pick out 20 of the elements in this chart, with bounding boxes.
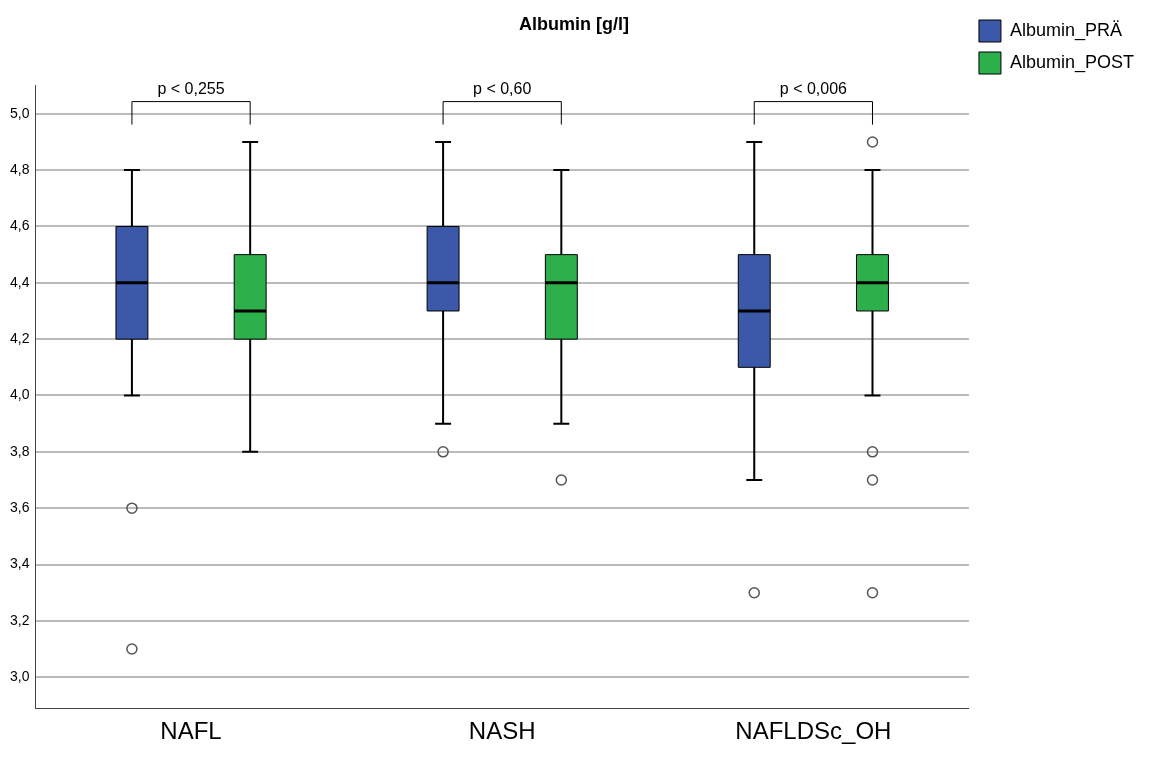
y-tick-label: 3,2 [9, 611, 30, 628]
chart-title: Albumin [g/l] [519, 13, 629, 34]
y-tick-label: 3,8 [9, 442, 30, 459]
x-tick-label: NASH [468, 717, 536, 745]
y-tick-label: 4,6 [9, 217, 30, 234]
x-tick-label: NAFL [160, 717, 222, 745]
y-tick-label: 4,8 [9, 160, 30, 177]
y-tick-label: 4,2 [9, 330, 30, 347]
annotation: p < 0,255 [157, 80, 225, 98]
annotation: p < 0,006 [779, 80, 848, 98]
annotation: p < 0,60 [473, 80, 532, 98]
x-tick-label: NAFLDSc_OH [735, 717, 892, 745]
y-tick-label: 3,6 [9, 499, 30, 516]
y-tick-label: 3,0 [9, 668, 30, 685]
y-tick-label: 5,0 [9, 104, 30, 121]
y-tick-label: 4,0 [9, 386, 30, 403]
legend-label: Albumin_POST [1009, 51, 1135, 73]
y-tick-label: 4,4 [9, 273, 30, 290]
legend-label: Albumin_PRÄ [1009, 19, 1123, 41]
y-tick-label: 3,4 [9, 555, 30, 572]
